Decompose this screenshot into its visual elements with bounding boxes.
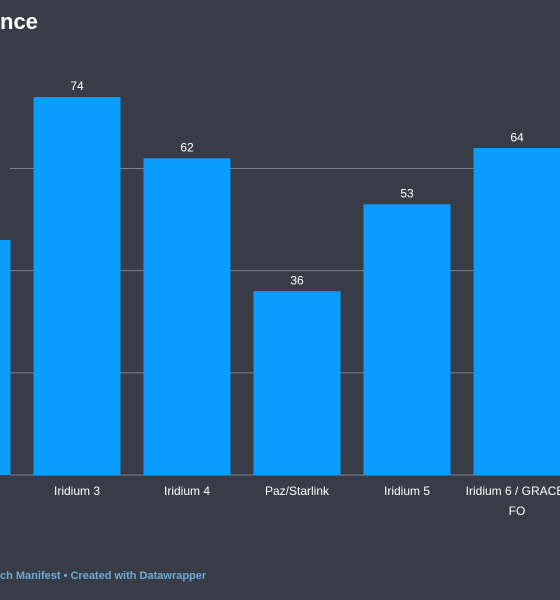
- x-tick-label: Iridium 4: [164, 484, 210, 498]
- value-label: 62: [180, 140, 194, 154]
- value-label: 64: [510, 130, 524, 144]
- chart-title: nce: [0, 9, 38, 34]
- bar: [473, 148, 560, 475]
- value-label: 36: [290, 273, 304, 287]
- bar: [0, 240, 11, 475]
- x-tick-label: Iridium 5: [384, 484, 430, 498]
- bar: [363, 204, 451, 475]
- footer: ch Manifest • Created with Datawrapper: [0, 570, 207, 582]
- x-tick-label: Iridium 3: [54, 484, 100, 498]
- bar: [143, 158, 231, 475]
- x-tick-label: Iridium 6 / GRACE-FO: [466, 484, 560, 518]
- bar: [33, 97, 121, 475]
- value-label: 74: [70, 79, 84, 93]
- value-label: 53: [400, 186, 414, 200]
- bar: [253, 291, 341, 475]
- x-tick-label: Paz/Starlink: [265, 484, 330, 498]
